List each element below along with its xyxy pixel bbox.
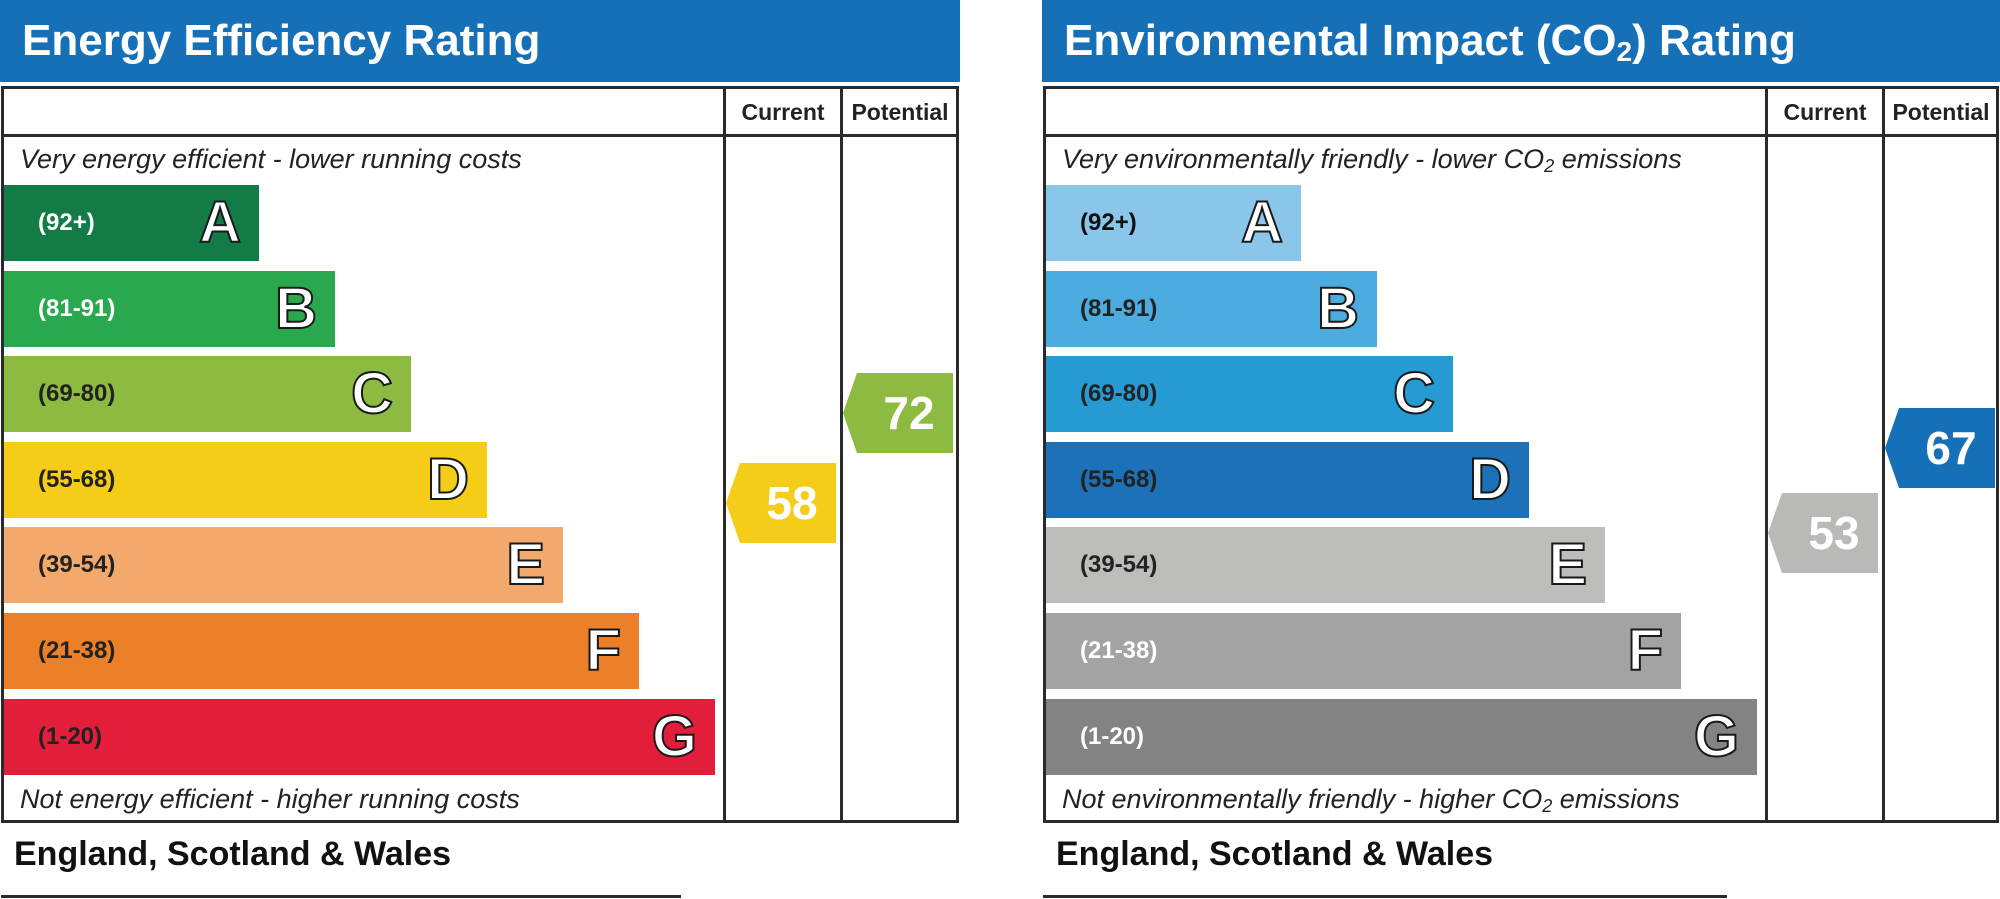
band-c: (69-80) C <box>1046 356 1453 433</box>
band-range-label: (69-80) <box>38 380 116 408</box>
footer-rule <box>1 895 681 898</box>
top-note: Very environmentally friendly - lower CO… <box>1062 144 1682 176</box>
environmental-impact-chart: Environmental Impact (CO2) Rating Curren… <box>1042 0 2000 899</box>
energy-efficiency-chart: Energy Efficiency Rating Current Potenti… <box>0 0 960 899</box>
band-range-label: (81-91) <box>1080 294 1158 322</box>
current-column-divider <box>723 89 726 820</box>
band-letter: E <box>1547 531 1588 598</box>
band-e: (39-54) E <box>4 527 563 604</box>
potential-rating-arrow: 67 <box>1885 408 1995 488</box>
band-letter: G <box>651 703 698 770</box>
band-letter: A <box>198 189 242 256</box>
band-d: (55-68) D <box>4 441 487 518</box>
potential-rating-arrow: 72 <box>843 373 953 453</box>
potential-rating-value: 67 <box>1925 422 1977 474</box>
band-range-label: (55-68) <box>38 465 116 493</box>
band-letter: C <box>350 360 394 427</box>
band-b: (81-91) B <box>4 270 335 347</box>
band-letter: F <box>1627 617 1664 684</box>
region-footer: England, Scotland & Wales <box>14 835 452 873</box>
band-letter: D <box>1468 446 1512 513</box>
band-g: (1-20) G <box>1046 698 1757 775</box>
band-d: (55-68) D <box>1046 441 1529 518</box>
rating-grid: Current Potential <box>1043 86 1999 823</box>
band-range-label: (69-80) <box>1080 380 1158 408</box>
band-range-label: (39-54) <box>38 551 116 579</box>
band-range-label: (1-20) <box>1080 722 1145 750</box>
band-g: (1-20) G <box>4 698 715 775</box>
band-letter: D <box>426 446 470 513</box>
band-range-label: (92+) <box>1080 209 1137 236</box>
band-range-label: (21-38) <box>38 637 116 664</box>
top-note: Very energy efficient - lower running co… <box>20 144 522 174</box>
current-column-header: Current <box>741 99 825 125</box>
band-letter: F <box>585 617 622 684</box>
chart-title: Environmental Impact (CO2) Rating <box>1042 0 2000 82</box>
band-range-label: (1-20) <box>38 722 103 750</box>
band-a: (92+) A <box>1046 185 1301 261</box>
current-column-divider <box>1765 89 1768 820</box>
rating-grid: Current Potential <box>1 86 959 823</box>
current-column-header: Current <box>1783 99 1867 125</box>
band-letter: B <box>274 275 318 342</box>
band-e: (39-54) E <box>1046 527 1605 604</box>
region-footer: England, Scotland & Wales <box>1056 835 1494 873</box>
current-rating-arrow: 58 <box>726 463 836 543</box>
potential-column-divider <box>1882 89 1885 820</box>
potential-column-header: Potential <box>1892 99 1990 125</box>
current-rating-arrow: 53 <box>1768 493 1878 573</box>
current-rating-value: 58 <box>766 477 818 529</box>
band-f: (21-38) F <box>4 613 639 689</box>
chart-title: Energy Efficiency Rating <box>0 0 960 82</box>
potential-column-divider <box>840 89 843 820</box>
bottom-note: Not energy efficient - higher running co… <box>20 784 520 814</box>
band-c: (69-80) C <box>4 356 411 433</box>
band-range-label: (39-54) <box>1080 551 1158 579</box>
band-b: (81-91) B <box>1046 270 1377 347</box>
band-letter: C <box>1392 360 1436 427</box>
potential-rating-value: 72 <box>883 387 935 439</box>
band-f: (21-38) F <box>1046 613 1681 689</box>
band-letter: A <box>1240 189 1284 256</box>
band-range-label: (92+) <box>38 209 95 236</box>
current-rating-value: 53 <box>1808 507 1860 559</box>
band-range-label: (55-68) <box>1080 465 1158 493</box>
bottom-note: Not environmentally friendly - higher CO… <box>1062 784 1680 816</box>
header-divider <box>1046 134 1996 137</box>
potential-column-header: Potential <box>851 99 949 125</box>
band-letter: B <box>1316 275 1360 342</box>
band-a: (92+) A <box>4 185 259 261</box>
band-letter: E <box>505 531 546 598</box>
header-divider <box>4 134 956 137</box>
footer-rule <box>1043 895 1727 898</box>
band-range-label: (21-38) <box>1080 637 1158 664</box>
band-range-label: (81-91) <box>38 294 116 322</box>
band-letter: G <box>1693 703 1740 770</box>
